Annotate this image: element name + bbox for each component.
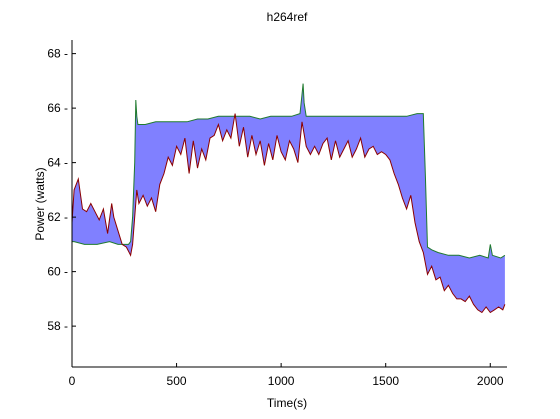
y-axis-label: Power (watts) [33, 167, 47, 240]
y-tick-label: 60 - [47, 265, 68, 279]
plot-area [72, 84, 505, 313]
x-tick-label: 0 [69, 374, 76, 388]
x-tick-label: 1000 [268, 374, 295, 388]
x-axis-label: Time(s) [267, 396, 307, 410]
axes [72, 40, 507, 367]
y-tick-label: 68 - [47, 47, 68, 61]
y-tick-label: 62 - [47, 210, 68, 224]
x-tick-label: 500 [167, 374, 187, 388]
x-tick-label: 1500 [372, 374, 399, 388]
y-tick-label: 66 - [47, 101, 68, 115]
x-tick-label: 2000 [477, 374, 504, 388]
chart-title: h264ref [267, 10, 308, 24]
y-tick-label: 58 - [47, 319, 68, 333]
y-tick-label: 64 - [47, 156, 68, 170]
